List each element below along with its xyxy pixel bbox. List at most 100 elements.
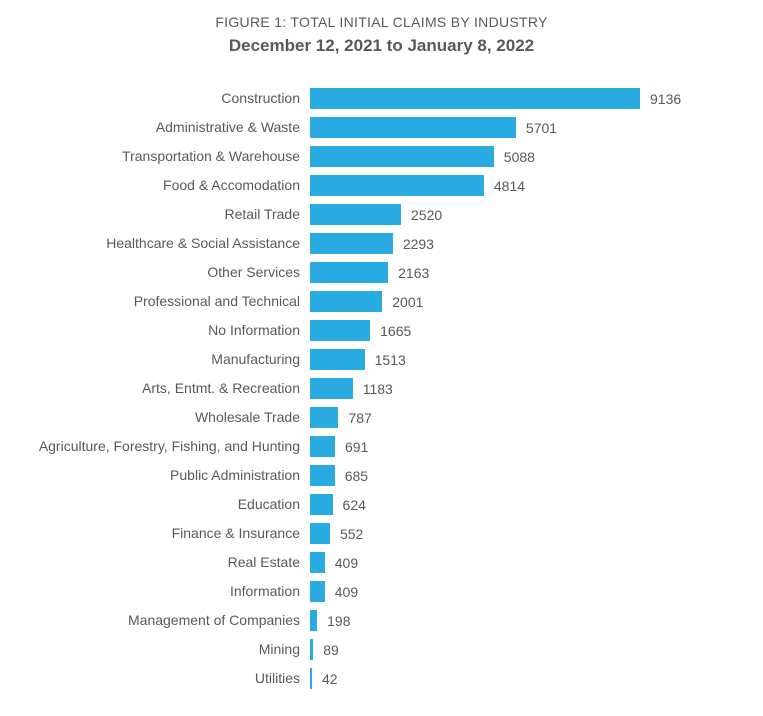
bar-area: 1183 — [310, 374, 763, 403]
bar-area: 2293 — [310, 229, 763, 258]
bar — [310, 494, 333, 515]
bar — [310, 610, 317, 631]
chart-row: Other Services 2163 — [0, 258, 763, 287]
value-label: 9136 — [650, 91, 681, 107]
category-label: Agriculture, Forestry, Fishing, and Hunt… — [0, 439, 310, 454]
bar-area: 1665 — [310, 316, 763, 345]
chart-row: Utilities 42 — [0, 664, 763, 693]
value-label: 89 — [323, 642, 339, 658]
value-label: 787 — [348, 410, 371, 426]
chart-row: Wholesale Trade 787 — [0, 403, 763, 432]
value-label: 1665 — [380, 323, 411, 339]
bar-area: 552 — [310, 519, 763, 548]
bar — [310, 668, 312, 689]
category-label: Other Services — [0, 265, 310, 280]
category-label: No Information — [0, 323, 310, 338]
value-label: 2163 — [398, 265, 429, 281]
chart-row: Information 409 — [0, 577, 763, 606]
chart-row: Real Estate 409 — [0, 548, 763, 577]
chart-row: Mining 89 — [0, 635, 763, 664]
bar — [310, 639, 313, 660]
bar-area: 2520 — [310, 200, 763, 229]
bar — [310, 407, 338, 428]
bar-area: 42 — [310, 664, 763, 693]
category-label: Information — [0, 584, 310, 599]
bar-area: 624 — [310, 490, 763, 519]
chart-subtitle: December 12, 2021 to January 8, 2022 — [0, 36, 763, 56]
bar-area: 5088 — [310, 142, 763, 171]
bar — [310, 320, 370, 341]
category-label: Arts, Entmt. & Recreation — [0, 381, 310, 396]
bar-area: 5701 — [310, 113, 763, 142]
chart-row: Food & Accomodation4814 — [0, 171, 763, 200]
chart-row: Retail Trade2520 — [0, 200, 763, 229]
bar-area: 685 — [310, 461, 763, 490]
category-label: Utilities — [0, 671, 310, 686]
value-label: 409 — [335, 584, 358, 600]
bar — [310, 204, 401, 225]
bar-area: 1513 — [310, 345, 763, 374]
chart-row: Education 624 — [0, 490, 763, 519]
category-label: Wholesale Trade — [0, 410, 310, 425]
value-label: 691 — [345, 439, 368, 455]
bar-area: 198 — [310, 606, 763, 635]
value-label: 42 — [322, 671, 338, 687]
category-label: Education — [0, 497, 310, 512]
bar — [310, 146, 494, 167]
category-label: Real Estate — [0, 555, 310, 570]
chart-row: Construction9136 — [0, 84, 763, 113]
value-label: 685 — [345, 468, 368, 484]
chart-container: FIGURE 1: TOTAL INITIAL CLAIMS BY INDUST… — [0, 0, 763, 716]
bar-area: 691 — [310, 432, 763, 461]
category-label: Healthcare & Social Assistance — [0, 236, 310, 251]
value-label: 198 — [327, 613, 350, 629]
category-label: Professional and Technical — [0, 294, 310, 309]
chart-row: Manufacturing 1513 — [0, 345, 763, 374]
value-label: 624 — [343, 497, 366, 513]
bar — [310, 233, 393, 254]
category-label: Transportation & Warehouse — [0, 149, 310, 164]
bar — [310, 552, 325, 573]
bar — [310, 88, 640, 109]
bar-area: 4814 — [310, 171, 763, 200]
category-label: Management of Companies — [0, 613, 310, 628]
chart-row: Healthcare & Social Assistance 2293 — [0, 229, 763, 258]
bar-area: 787 — [310, 403, 763, 432]
value-label: 1513 — [375, 352, 406, 368]
chart-row: Administrative & Waste 5701 — [0, 113, 763, 142]
value-label: 5701 — [526, 120, 557, 136]
bar-area: 2163 — [310, 258, 763, 287]
bar — [310, 175, 484, 196]
chart-row: Management of Companies 198 — [0, 606, 763, 635]
bar — [310, 378, 353, 399]
chart-row: Arts, Entmt. & Recreation 1183 — [0, 374, 763, 403]
bar-area: 409 — [310, 548, 763, 577]
value-label: 1183 — [363, 381, 393, 397]
value-label: 2293 — [403, 236, 434, 252]
category-label: Finance & Insurance — [0, 526, 310, 541]
bar-area: 2001 — [310, 287, 763, 316]
chart-row: No Information 1665 — [0, 316, 763, 345]
category-label: Food & Accomodation — [0, 178, 310, 193]
bar — [310, 465, 335, 486]
category-label: Retail Trade — [0, 207, 310, 222]
category-label: Public Administration — [0, 468, 310, 483]
bar — [310, 523, 330, 544]
bar-area: 409 — [310, 577, 763, 606]
bar — [310, 291, 382, 312]
bar — [310, 117, 516, 138]
category-label: Administrative & Waste — [0, 120, 310, 135]
category-label: Mining — [0, 642, 310, 657]
bar — [310, 581, 325, 602]
bar — [310, 436, 335, 457]
value-label: 409 — [335, 555, 358, 571]
chart-row: Agriculture, Forestry, Fishing, and Hunt… — [0, 432, 763, 461]
category-label: Manufacturing — [0, 352, 310, 367]
chart-row: Transportation & Warehouse5088 — [0, 142, 763, 171]
chart-title: FIGURE 1: TOTAL INITIAL CLAIMS BY INDUST… — [0, 14, 763, 30]
chart-row: Professional and Technical2001 — [0, 287, 763, 316]
value-label: 552 — [340, 526, 363, 542]
bar — [310, 262, 388, 283]
chart-row: Finance & Insurance 552 — [0, 519, 763, 548]
bar-area: 9136 — [310, 84, 763, 113]
